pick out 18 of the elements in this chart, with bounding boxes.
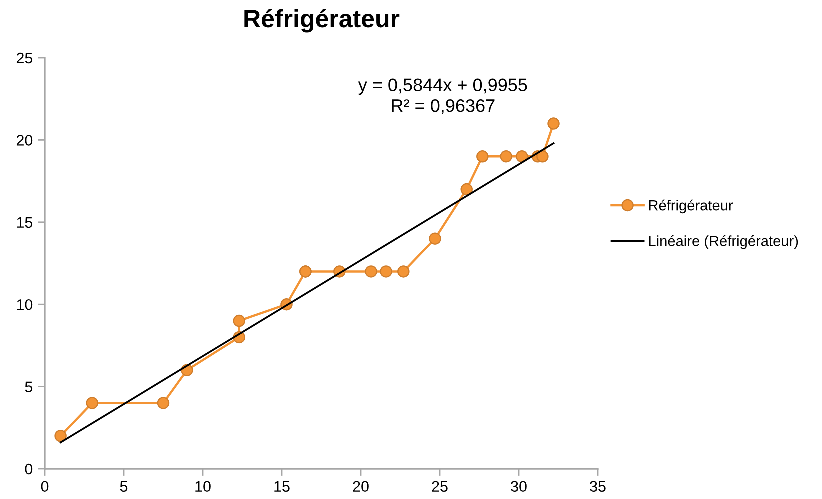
y-tick-label: 20 bbox=[16, 135, 33, 146]
legend-label: Réfrigérateur bbox=[649, 200, 734, 214]
x-tick-label: 20 bbox=[353, 481, 369, 492]
x-tick-label: 35 bbox=[590, 481, 606, 492]
x-tick-label: 25 bbox=[432, 481, 448, 492]
annotation: y = 0,5844x + 0,9955 R² = 0,96367 bbox=[358, 78, 528, 114]
y-tick-label: 10 bbox=[17, 299, 33, 310]
y-tick-label: 5 bbox=[25, 382, 33, 392]
y-tick-label: 25 bbox=[16, 52, 33, 64]
y-tick-label: 0 bbox=[25, 464, 33, 475]
y-tick-label: 15 bbox=[17, 217, 33, 228]
x-tick-label: 0 bbox=[41, 481, 49, 492]
x-tick-label: 5 bbox=[120, 481, 128, 492]
x-tick-label: 10 bbox=[196, 481, 211, 492]
x-tick-label: 30 bbox=[511, 481, 527, 492]
legend-label: Linéaire (Réfrigérateur) bbox=[649, 235, 798, 250]
x-tick-label: 15 bbox=[274, 481, 290, 492]
chart-title: Réfrigérateur bbox=[244, 9, 400, 33]
